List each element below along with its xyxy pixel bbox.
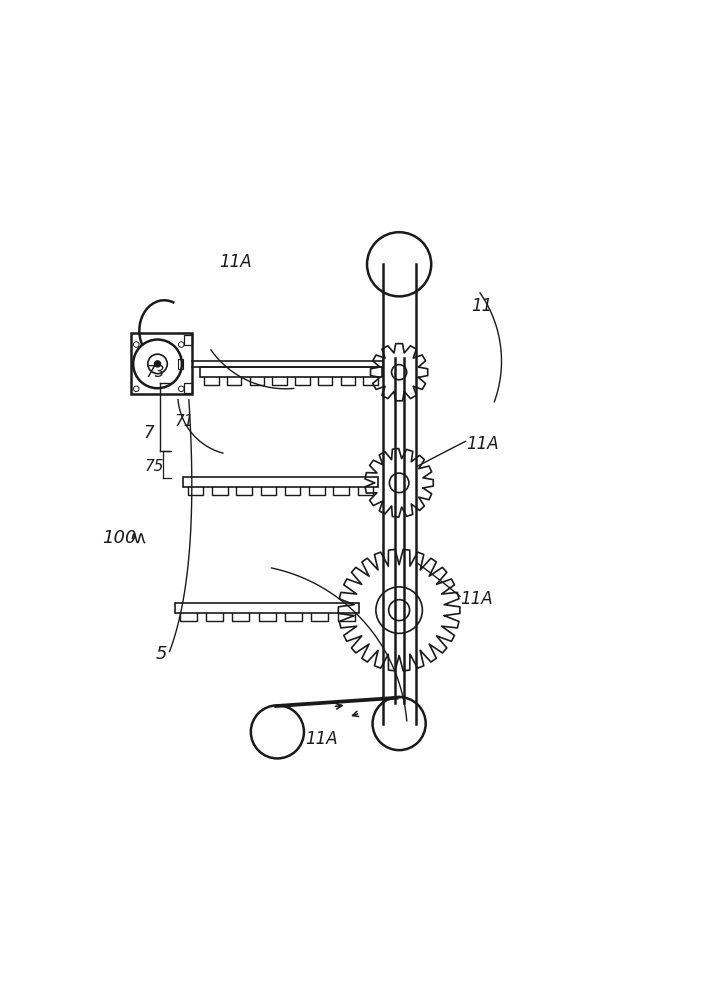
Text: 11A: 11A <box>461 590 493 608</box>
Bar <box>175 603 359 613</box>
Bar <box>131 333 191 394</box>
Bar <box>178 359 183 369</box>
Text: 11A: 11A <box>466 435 498 453</box>
Text: 75: 75 <box>145 459 164 474</box>
Bar <box>184 383 191 393</box>
Text: 7: 7 <box>144 424 154 442</box>
Text: 11: 11 <box>471 297 493 315</box>
Circle shape <box>154 361 161 367</box>
Text: 100: 100 <box>102 529 137 547</box>
Text: 11A: 11A <box>306 730 338 748</box>
Text: 73: 73 <box>146 365 166 380</box>
Bar <box>200 367 382 377</box>
Text: 71: 71 <box>175 414 194 429</box>
Text: 11A: 11A <box>220 253 252 271</box>
Bar <box>183 477 378 487</box>
Bar <box>184 335 191 345</box>
Text: 5: 5 <box>156 645 167 663</box>
